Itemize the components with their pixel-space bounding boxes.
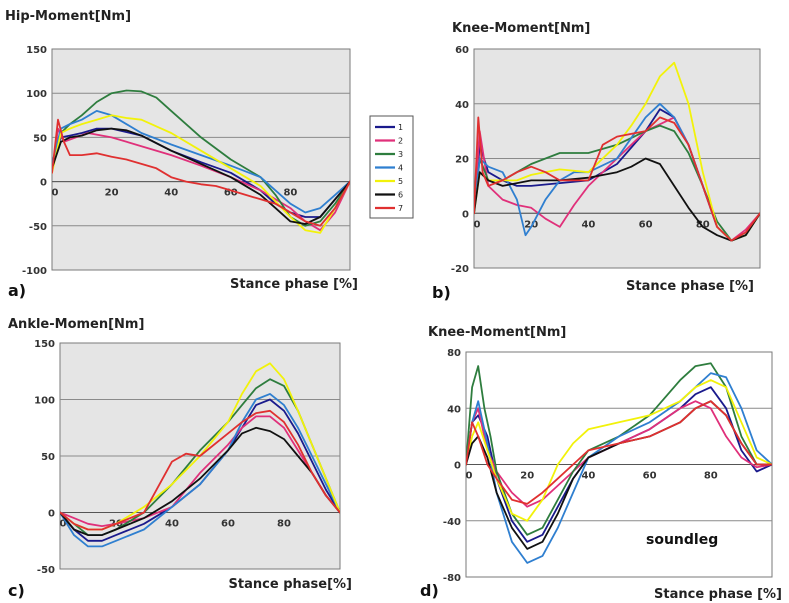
legend-entry-label: 1 [398, 123, 403, 132]
series-line-5 [52, 114, 350, 234]
panel-title: Ankle-Momen[Nm] [8, 317, 144, 332]
panel-title: Knee-Moment[Nm] [452, 21, 590, 36]
series-line-3 [52, 89, 350, 227]
y-tick-label: 80 [447, 348, 461, 359]
y-tick-label: -80 [443, 573, 461, 584]
plot-area [51, 48, 351, 271]
series-line-4 [52, 110, 350, 214]
x-tick-label: 80 [704, 471, 718, 482]
series-line-1 [52, 127, 350, 218]
legend-entry-label: 3 [398, 150, 403, 159]
series-line-7 [474, 116, 760, 242]
x-tick-label: 60 [639, 219, 653, 230]
y-tick-label: 50 [41, 452, 55, 463]
y-tick-label: 40 [455, 100, 469, 111]
series-line-6 [474, 157, 760, 242]
panel-letter: d) [420, 581, 439, 600]
y-tick-label: 150 [34, 339, 55, 350]
y-tick-label: 0 [48, 509, 55, 520]
series-line-7 [466, 400, 772, 505]
x-tick-label: 20 [524, 219, 538, 230]
x-tick-label: 20 [105, 188, 119, 199]
y-tick-label: 0 [40, 178, 47, 189]
panel-title: Knee-Moment[Nm] [428, 325, 566, 340]
y-tick-label: 60 [455, 45, 469, 56]
panel-hip-moment: Hip-Moment[Nm] 150 100 50 0 -50 -100 0 20 40 60 8… [5, 9, 358, 300]
x-axis-label: Stance phase [%] [626, 279, 754, 294]
x-tick-label: 80 [283, 188, 297, 199]
x-tick-label: 60 [224, 188, 238, 199]
x-tick-label: 20 [520, 471, 534, 482]
x-axis-label: Stance phase[%] [229, 577, 352, 592]
y-tick-label: 40 [447, 404, 461, 415]
y-tick-label: -20 [451, 264, 469, 275]
y-tick-label: -100 [22, 266, 47, 277]
x-axis-label: Stance phase [%] [230, 277, 358, 292]
x-tick-label: 40 [165, 519, 179, 530]
series-line-7 [52, 118, 350, 227]
panel-knee-moment-sound-leg: Knee-Moment[Nm] 80 40 0 -40 -80 0 20 40 60 80 so… [420, 325, 782, 602]
legend-entry-label: 6 [398, 191, 403, 200]
legend: 1 2 3 4 5 6 7 [369, 115, 414, 219]
x-tick-label: 0 [60, 519, 67, 530]
series-line-7 [60, 409, 340, 531]
series-line-2 [52, 127, 350, 232]
x-tick-label: 60 [221, 519, 235, 530]
y-tick-label: 0 [462, 209, 469, 220]
y-tick-label: 150 [26, 45, 47, 56]
x-tick-label: 80 [696, 219, 710, 230]
panel-letter: b) [432, 283, 451, 302]
y-tick-label: 20 [455, 155, 469, 166]
series-line-2 [60, 415, 340, 527]
x-axis-label: Stance phase [%] [654, 587, 782, 602]
series-line-6 [60, 426, 340, 536]
panel-letter: c) [8, 581, 25, 600]
legend-entry-label: 5 [398, 177, 403, 186]
x-tick-label: 0 [52, 188, 59, 199]
y-tick-label: 100 [26, 89, 47, 100]
x-tick-label: 0 [474, 219, 481, 230]
x-tick-label: 80 [277, 519, 291, 530]
x-tick-label: 40 [164, 188, 178, 199]
panel-title: Hip-Moment[Nm] [5, 9, 131, 24]
legend-entry-label: 2 [398, 137, 403, 146]
legend-entry-label: 4 [398, 164, 403, 173]
series-line-3 [466, 362, 772, 536]
legend-entry-label: 7 [398, 204, 403, 213]
panel-letter: a) [8, 281, 26, 300]
annotation-soundleg: soundleg [646, 532, 718, 548]
y-tick-label: -50 [29, 222, 47, 233]
x-tick-label: 40 [581, 219, 595, 230]
x-tick-label: 40 [581, 471, 595, 482]
y-tick-label: -40 [443, 517, 461, 528]
x-tick-label: 60 [643, 471, 657, 482]
series-line-5 [466, 379, 772, 522]
y-tick-label: 0 [454, 461, 461, 472]
y-tick-label: 50 [33, 133, 47, 144]
series-line-4 [466, 372, 772, 564]
y-tick-label: 100 [34, 396, 55, 407]
y-tick-label: -50 [37, 565, 55, 576]
x-tick-label: 0 [466, 471, 473, 482]
